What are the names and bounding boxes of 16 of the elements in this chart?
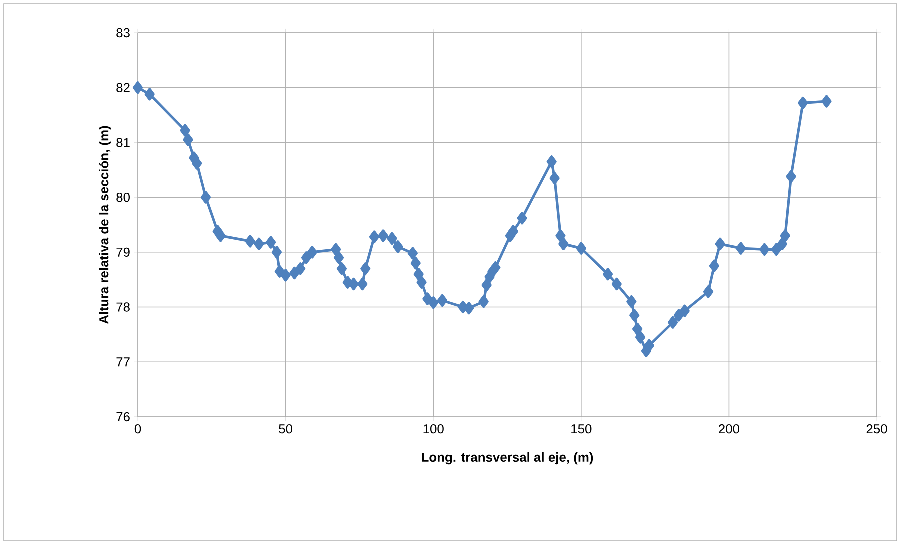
y-tick-label: 79 (116, 248, 130, 257)
x-tick-label: 50 (279, 424, 293, 434)
x-tick-label: 150 (572, 424, 592, 434)
y-axis-title: Altura relativa de la sección, (m) (99, 126, 112, 324)
x-axis-title: Long. transversal al eje, (m) (422, 452, 594, 465)
y-tick-label: 83 (116, 28, 130, 38)
y-tick-label: 81 (116, 138, 130, 148)
y-tick-label: 76 (116, 412, 130, 422)
x-tick-label: 100 (424, 424, 444, 434)
y-tick-label: 80 (116, 192, 130, 202)
y-tick-label: 78 (116, 302, 130, 312)
x-tick-label: 0 (134, 424, 142, 434)
x-tick-label: 200 (719, 424, 740, 434)
y-tick-label: 77 (116, 358, 130, 367)
y-tick-label: 82 (116, 83, 130, 92)
x-tick-label: 250 (866, 424, 888, 434)
